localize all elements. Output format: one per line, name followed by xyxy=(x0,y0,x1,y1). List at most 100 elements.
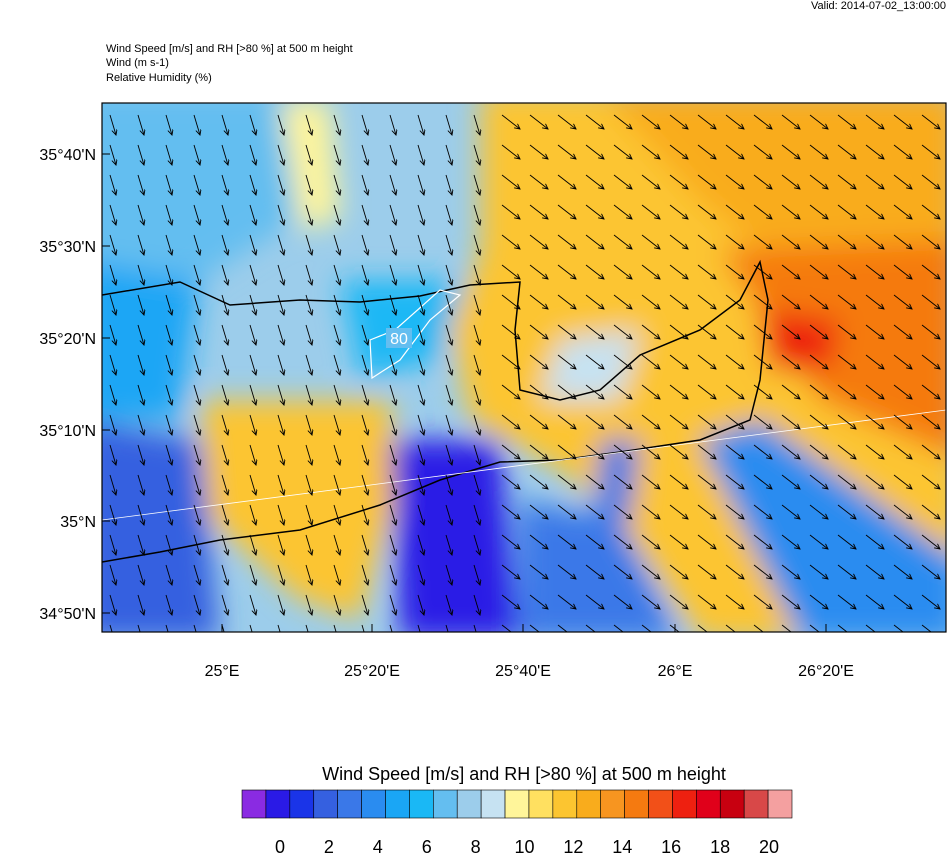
wind-arrow xyxy=(109,294,116,315)
wind-arrow xyxy=(473,594,480,615)
wind-arrow xyxy=(193,354,200,375)
wind-arrow xyxy=(529,534,548,549)
wind-arrow xyxy=(473,114,480,135)
wind-arrow xyxy=(109,474,116,495)
wind-arrow xyxy=(193,264,200,285)
wind-arrow xyxy=(753,324,772,339)
colorbar-box xyxy=(672,789,697,819)
wind-arrow xyxy=(837,264,856,279)
wind-arrow xyxy=(753,234,772,249)
wind-arrow xyxy=(837,594,856,609)
wind-arrow xyxy=(109,144,116,165)
wind-arrow xyxy=(697,444,716,459)
wind-arrow xyxy=(193,474,200,495)
wind-arrow xyxy=(865,234,884,249)
wind-arrow xyxy=(669,534,688,549)
colorbar-box xyxy=(552,789,578,819)
wind-arrow xyxy=(753,204,772,219)
wind-arrow xyxy=(473,474,480,495)
wind-arrow xyxy=(893,204,912,219)
wind-arrow xyxy=(837,384,856,399)
wind-arrow xyxy=(361,504,368,525)
wind-arrow xyxy=(641,474,660,489)
wind-arrow xyxy=(165,144,172,165)
wind-arrow xyxy=(781,564,800,579)
wind-arrow xyxy=(137,594,144,615)
wind-arrow xyxy=(193,144,200,165)
wind-arrow xyxy=(781,174,800,189)
wind-arrow xyxy=(809,414,828,429)
wind-arrow xyxy=(669,144,688,159)
wind-arrow xyxy=(641,324,660,339)
wind-arrow xyxy=(669,564,688,579)
wind-arrow xyxy=(641,624,652,632)
wind-arrow xyxy=(305,414,312,435)
wind-arrow xyxy=(445,504,452,525)
wind-arrow xyxy=(753,264,772,279)
wind-arrow xyxy=(557,294,576,309)
wind-arrow xyxy=(893,324,912,339)
wind-arrow xyxy=(641,294,660,309)
colorbar-label: 10 xyxy=(514,837,534,854)
wind-arrow xyxy=(613,504,632,519)
wind-arrow xyxy=(921,624,932,632)
colorbar-box xyxy=(409,789,434,819)
wind-arrow xyxy=(249,594,256,615)
wind-arrow xyxy=(473,384,480,405)
wind-arrow xyxy=(305,174,312,195)
wind-arrow xyxy=(893,294,912,309)
wind-arrow xyxy=(445,324,452,345)
wind-arrow xyxy=(921,114,940,129)
wind-arrow xyxy=(865,204,884,219)
wind-arrow xyxy=(417,174,424,195)
wind-arrow xyxy=(669,264,688,279)
wind-arrow xyxy=(389,414,396,435)
wind-arrow xyxy=(389,144,396,165)
wind-arrow xyxy=(697,204,716,219)
wind-arrow xyxy=(781,504,800,519)
wind-arrow xyxy=(165,624,169,632)
wind-arrow xyxy=(137,234,144,255)
colorbar-box xyxy=(576,789,601,819)
wind-arrow xyxy=(557,594,576,609)
wind-arrow xyxy=(781,474,800,489)
wind-arrow xyxy=(865,264,884,279)
wind-arrow xyxy=(277,384,284,405)
wind-arrow xyxy=(333,264,340,285)
wind-arrow xyxy=(613,474,632,489)
wind-arrow xyxy=(249,294,256,315)
wind-arrow xyxy=(641,414,660,429)
wind-arrow xyxy=(417,534,424,555)
wind-arrow xyxy=(865,354,884,369)
wind-arrow xyxy=(753,384,772,399)
wind-arrow xyxy=(641,534,660,549)
wind-arrow xyxy=(697,594,716,609)
wind-arrow xyxy=(501,294,520,309)
wind-arrow xyxy=(249,264,256,285)
colorbar-label: 4 xyxy=(373,837,383,854)
header-line: Relative Humidity (%) xyxy=(106,72,212,84)
wind-arrow xyxy=(361,294,368,315)
wind-arrow xyxy=(865,144,884,159)
wind-arrow xyxy=(473,174,480,195)
wind-arrow xyxy=(305,264,312,285)
wind-arrow xyxy=(249,504,256,525)
wind-arrow xyxy=(557,354,576,369)
colorbar-box xyxy=(313,789,338,819)
wind-arrow xyxy=(417,504,424,525)
wind-arrow xyxy=(781,204,800,219)
wind-arrow xyxy=(837,624,848,632)
wind-arrow xyxy=(529,444,548,459)
wind-arrow xyxy=(753,624,764,632)
wind-arrow xyxy=(473,204,480,225)
wind-arrow xyxy=(529,504,548,519)
wind-arrow xyxy=(277,324,284,345)
wind-arrow xyxy=(501,324,520,339)
wind-arrow xyxy=(305,294,312,315)
wind-arrow xyxy=(837,234,856,249)
wind-arrow xyxy=(557,174,576,189)
header-line: Wind (m s-1) xyxy=(106,57,169,69)
wind-arrow xyxy=(109,534,116,555)
colorbar-box xyxy=(600,789,625,819)
